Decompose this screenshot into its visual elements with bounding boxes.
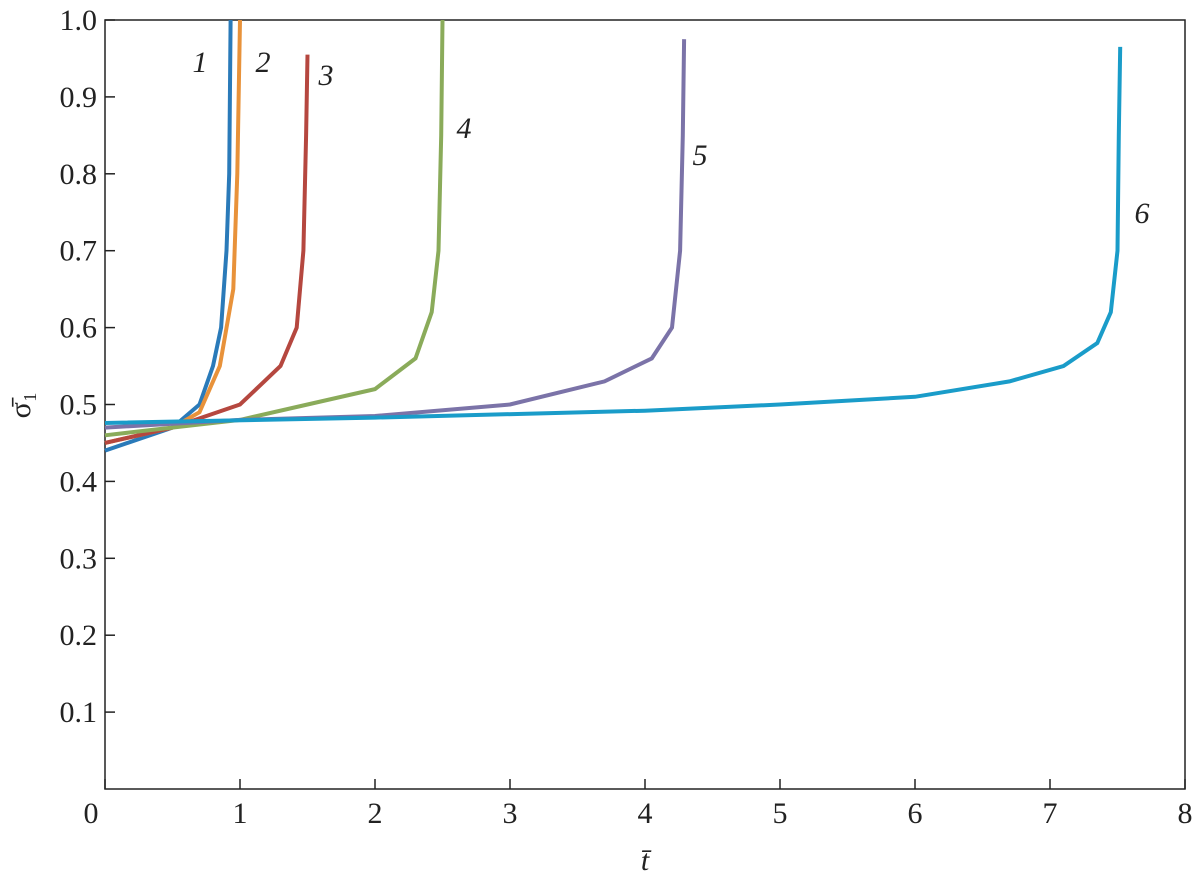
y-tick-label: 0.5 (60, 389, 98, 422)
x-tick-label: 5 (773, 797, 788, 830)
curve-label: 4 (457, 112, 472, 145)
x-tick-label: 7 (1043, 797, 1058, 830)
x-tick-label: 2 (368, 797, 383, 830)
y-tick-label: 0.8 (60, 158, 98, 191)
series-line (104, 19, 445, 438)
y-tick-label: 1.0 (60, 4, 98, 37)
curve-label: 3 (318, 59, 334, 92)
x-tick-label: 8 (1178, 797, 1193, 830)
series-line (104, 39, 687, 430)
curve-label: 2 (256, 46, 271, 79)
y-tick-label: 0.2 (60, 619, 98, 652)
y-tick-label: 0.1 (60, 696, 98, 729)
x-tick-label: 4 (638, 797, 653, 830)
y-tick-label: 0.4 (60, 465, 98, 498)
y-tick-label: 0.7 (60, 235, 98, 268)
x-tick-label: 0 (84, 797, 99, 830)
y-axis-label: σ̄₁ (4, 392, 37, 419)
curve-label: 1 (193, 46, 208, 79)
curve-label: 6 (1135, 197, 1150, 230)
x-tick-label: 6 (908, 797, 923, 830)
x-tick-label: 1 (233, 797, 248, 830)
series-line (104, 19, 242, 445)
series-line (104, 46, 1123, 425)
y-tick-label: 0.3 (60, 542, 98, 575)
curve-label: 5 (693, 139, 708, 172)
x-axis-label: t̄ (641, 844, 652, 877)
x-tick-label: 3 (503, 797, 518, 830)
y-tick-label: 0.9 (60, 81, 98, 114)
plot-frame (104, 19, 1186, 790)
y-tick-label: 0.6 (60, 312, 98, 345)
